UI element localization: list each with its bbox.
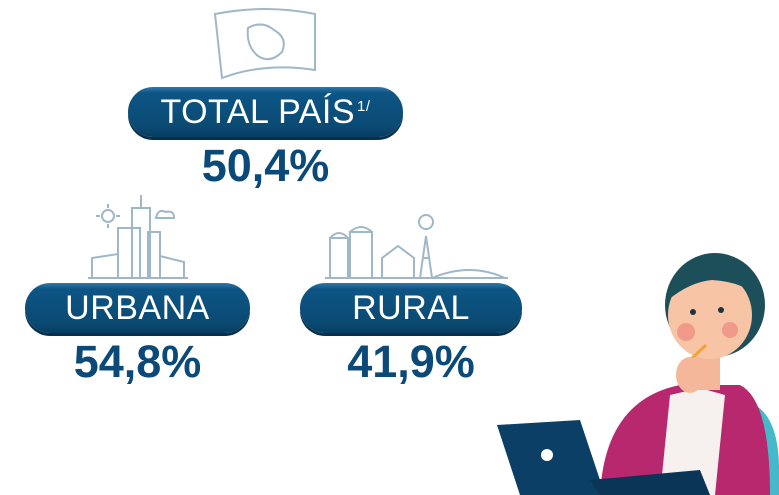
footnote-mark: 1/ — [357, 97, 371, 115]
flag-icon — [213, 8, 316, 80]
urban-value: 54,8% — [73, 336, 202, 387]
rural-label: RURAL — [300, 283, 522, 333]
total-label-text: TOTAL PAÍS — [160, 92, 356, 131]
total-label: TOTAL PAÍS 1/ — [128, 87, 403, 137]
woman-illustration — [497, 253, 779, 495]
total-value: 50,4% — [201, 140, 330, 191]
rural-icon — [325, 214, 508, 279]
urban-label: URBANA — [25, 283, 250, 333]
rural-value: 41,9% — [347, 336, 475, 387]
city-icon — [88, 195, 188, 279]
